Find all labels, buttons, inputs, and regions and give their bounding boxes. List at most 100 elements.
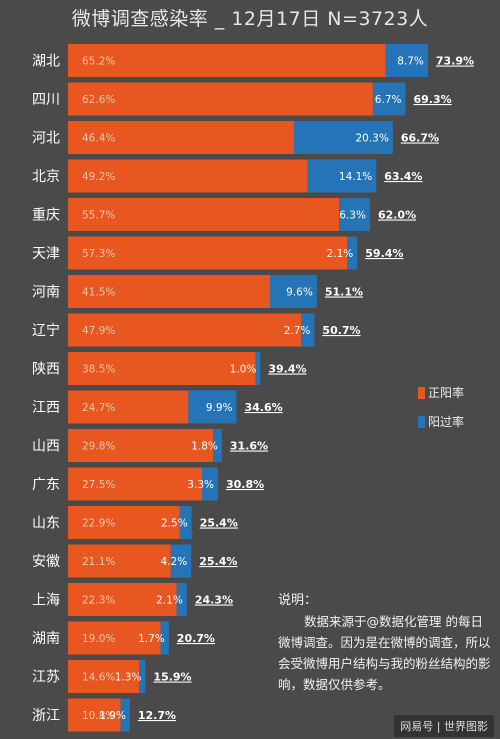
legend-swatch-positive [418,386,425,399]
category-label: 陕西 [32,362,60,378]
data-label-total: 34.6% [245,401,283,414]
category-label: 上海 [32,593,60,609]
data-label-positive: 57.3% [82,248,115,260]
bar-recovered [301,313,315,347]
bar-positive [68,121,294,154]
data-label-positive: 14.6% [82,672,115,684]
chart-title: 微博调查感染率 _ 12月17日 N=3723人 [71,8,429,30]
bar-positive [68,390,189,424]
data-label-total: 25.4% [199,555,237,568]
bar-recovered [188,390,237,424]
data-label-total: 25.4% [200,517,238,530]
data-label-positive: 10.8% [82,710,115,722]
category-label: 四川 [32,92,60,108]
bar-recovered [347,236,358,270]
data-label-total: 62.0% [378,209,416,222]
data-label-recovered: 9.6% [286,287,313,299]
legend-label-recovered: 阳过率 [428,415,465,429]
data-label-positive: 22.3% [82,595,115,607]
data-label-recovered: 1.9% [99,710,126,722]
legend: 正阳率 阳过率 [418,384,464,442]
bar-positive [68,621,161,655]
category-label: 广东 [32,477,60,493]
category-label: 江西 [32,400,60,416]
bar-positive [68,660,140,693]
category-label: 浙江 [32,708,60,724]
data-label-positive: 38.5% [82,364,115,376]
category-label: 湖南 [32,631,60,647]
data-label-recovered: 8.7% [397,56,424,68]
bar-positive [68,275,271,308]
bar-positive [68,44,386,77]
data-label-positive: 55.7% [82,210,115,222]
data-label-positive: 22.9% [82,518,115,530]
data-label-positive: 21.1% [82,556,115,568]
bar-recovered [270,275,317,308]
bar-positive [68,198,340,231]
data-label-positive: 19.0% [82,633,115,645]
legend-swatch-recovered [418,415,425,428]
data-label-total: 69.3% [413,93,451,106]
bar-recovered [385,44,428,77]
bar-recovered [293,121,393,154]
category-label: 安徽 [32,554,60,570]
bar-recovered [170,544,192,578]
data-label-recovered: 6.7% [375,94,402,106]
data-label-total: 50.7% [322,324,360,337]
bar-recovered [213,429,222,462]
data-label-recovered: 3.3% [187,479,214,491]
data-label-recovered: 1.8% [191,441,218,453]
data-label-total: 12.7% [138,709,176,722]
bar-positive [68,506,180,539]
data-label-positive: 47.9% [82,325,115,337]
bar-recovered [255,352,261,385]
data-label-recovered: 2.7% [284,325,311,337]
data-label-positive: 41.5% [82,287,115,299]
category-label: 天津 [32,246,60,262]
data-label-recovered: 9.9% [206,402,233,414]
data-label-total: 59.4% [365,247,403,260]
category-label: 重庆 [32,208,60,224]
category-label: 辽宁 [32,322,60,339]
data-label-recovered: 4.2% [161,556,188,568]
data-label-positive: 27.5% [82,479,115,491]
data-label-total: 30.8% [226,478,264,491]
data-label-recovered: 20.3% [355,133,388,145]
note-title: 说明： [278,593,318,608]
bar-positive [68,352,256,385]
bar-positive [68,159,308,193]
bar-positive [68,544,171,578]
category-label: 河北 [32,131,60,147]
data-label-total: 24.3% [195,594,233,607]
bar-recovered [372,82,406,116]
note-box: 说明： 数据来源于@数据化管理 的每日微博调查。因为是在微博的调查，所以会受微博… [278,590,492,695]
bar-positive [68,236,348,270]
legend-item-recovered: 阳过率 [418,413,464,430]
data-label-total: 15.9% [153,671,191,684]
data-label-positive: 46.4% [82,133,115,145]
bar-recovered [139,660,146,693]
data-label-positive: 49.2% [82,171,115,183]
bar-recovered [339,198,370,231]
bar-positive [68,313,302,347]
data-label-total: 31.6% [230,440,268,453]
category-label: 山东 [32,516,60,532]
bar-recovered [160,621,169,655]
data-label-positive: 65.2% [82,56,115,68]
bar-positive [68,698,121,732]
data-label-total: 51.1% [325,286,363,299]
data-label-total: 73.9% [436,55,474,68]
data-label-recovered: 14.1% [339,171,372,183]
bar-positive [68,583,177,616]
data-label-recovered: 6.3% [339,210,366,222]
data-label-total: 63.4% [384,170,422,183]
category-label: 湖北 [32,54,60,70]
watermark: 网易号 | 世界图影 [394,715,494,737]
data-label-positive: 24.7% [82,402,115,414]
note-body: 数据来源于@数据化管理 的每日微博调查。因为是在微博的调查，所以会受微博用户结构… [278,614,491,692]
data-label-positive: 62.6% [82,94,115,106]
data-label-positive: 29.8% [82,441,115,453]
data-label-recovered: 1.0% [230,364,257,376]
bar-recovered [176,583,187,616]
